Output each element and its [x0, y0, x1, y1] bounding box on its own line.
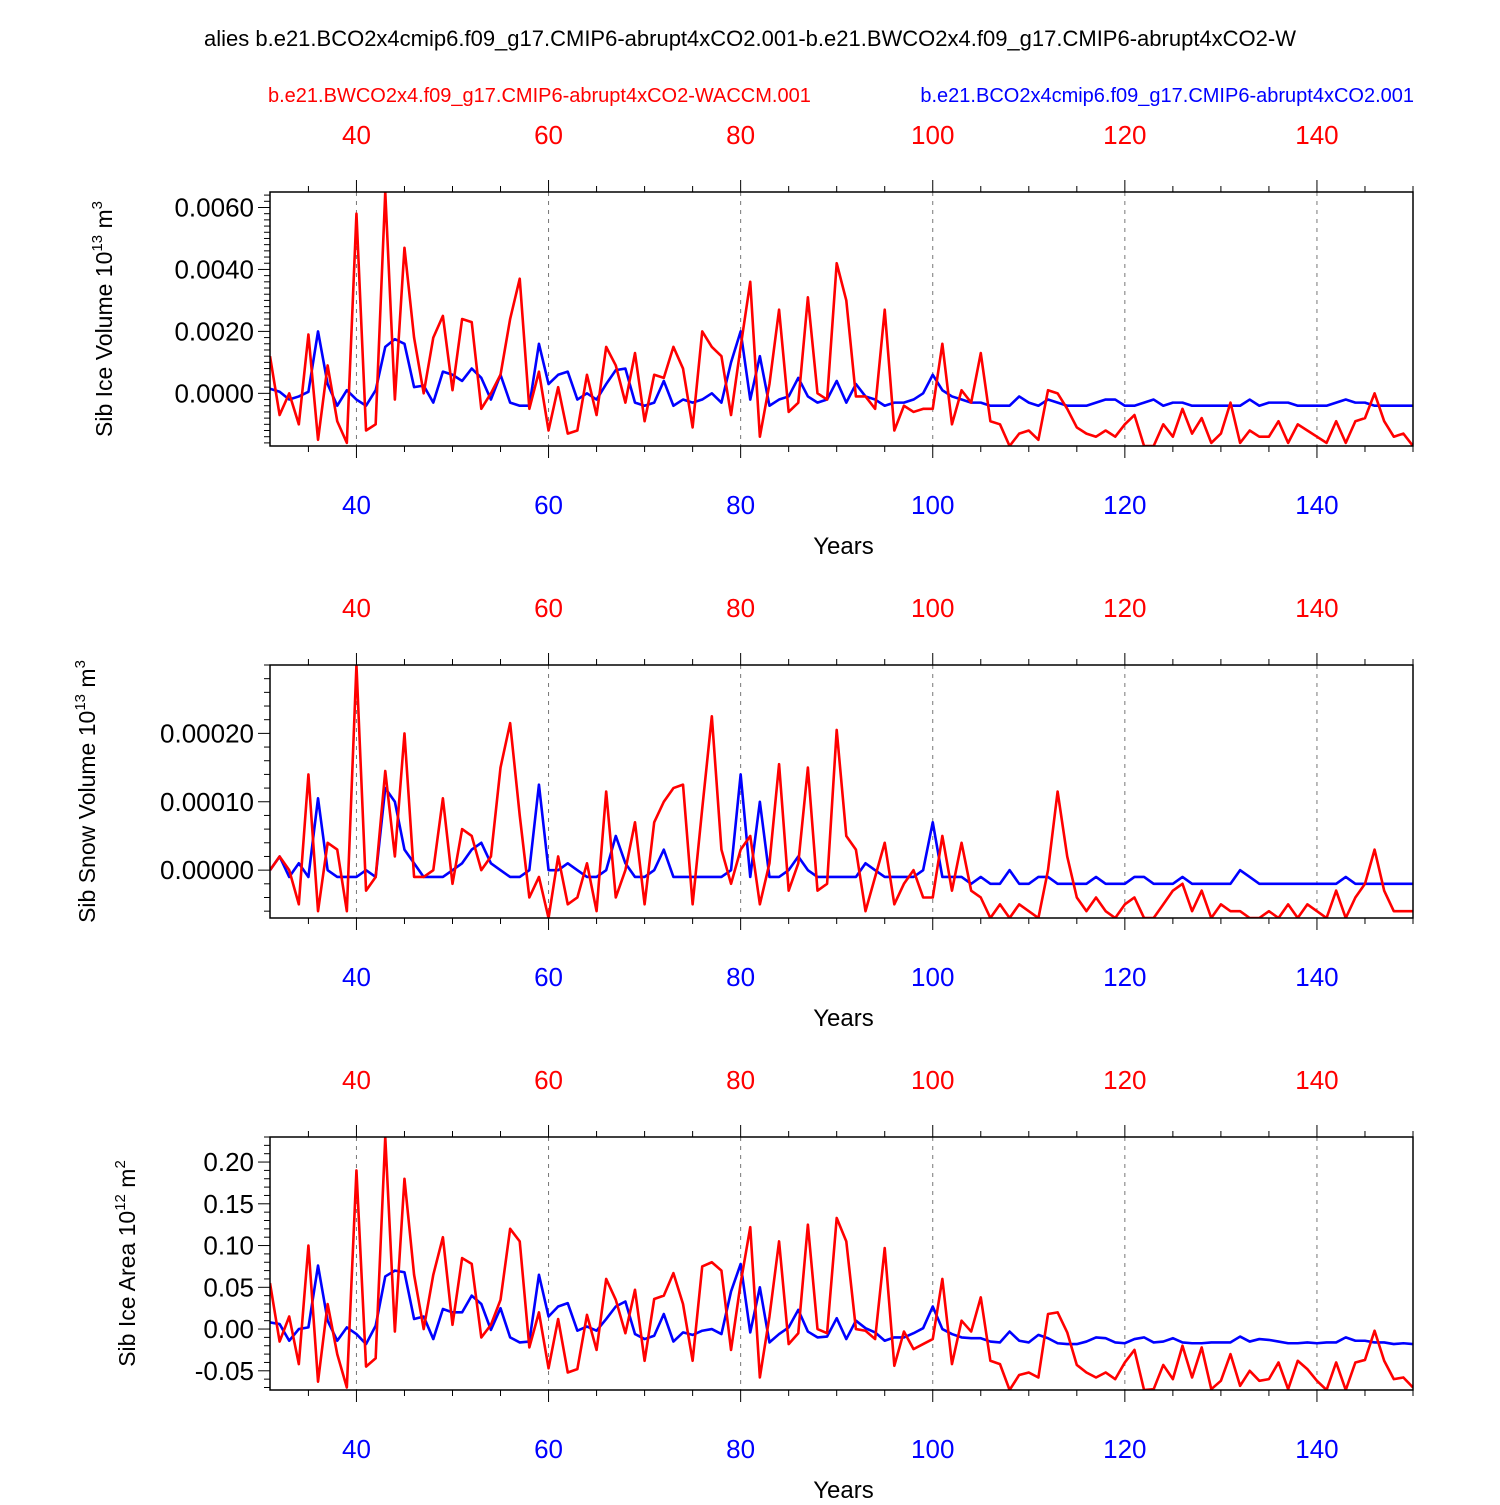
y-axis-label: Sib Snow Volume 1013 m3	[72, 660, 100, 923]
y-tick-label: 0.00000	[160, 855, 254, 885]
y-tick-label: 0.0060	[174, 192, 254, 222]
y-tick-label: 0.15	[203, 1189, 254, 1219]
x-tick-label-top: 100	[911, 593, 954, 623]
panel-ice-area: 40 40 60 60 80 80 100 100 120 120 140 140 Years -0.05…	[112, 1065, 1414, 1504]
y-tick-label: -0.05	[195, 1356, 254, 1386]
panels: 404060608080100100120120140140Years0.000…	[72, 120, 1414, 1504]
x-tick-label-top: 60	[534, 593, 563, 623]
x-tick-label-top: 120	[1103, 593, 1146, 623]
x-tick-label-top: 100	[911, 1065, 954, 1095]
y-tick-label: 0.10	[203, 1231, 254, 1261]
x-tick-label-bottom: 40	[342, 962, 371, 992]
x-tick-label-top: 80	[726, 1065, 755, 1095]
x-tick-label-bottom: 60	[534, 1434, 563, 1464]
y-tick-label: 0.0000	[174, 378, 254, 408]
panel-snow-volume: 40 40 60 60 80 80 100 100 120 120 140 140 Years 0.000…	[72, 593, 1414, 1032]
y-tick-label: 0.0040	[174, 254, 254, 284]
x-tick-label-bottom: 100	[911, 490, 954, 520]
x-axis-label: Years	[813, 1477, 874, 1500]
series-line-red	[270, 1137, 1413, 1390]
series-line-red	[270, 665, 1413, 918]
y-tick-label: 0.00	[203, 1314, 254, 1344]
y-tick-label: 0.00020	[160, 718, 254, 748]
x-tick-label-top: 80	[726, 120, 755, 150]
x-tick-label-top: 140	[1295, 1065, 1338, 1095]
y-tick-label: 0.20	[203, 1147, 254, 1177]
x-tick-label-bottom: 60	[534, 962, 563, 992]
x-tick-label-bottom: 140	[1295, 490, 1338, 520]
x-tick-label-bottom: 60	[534, 490, 563, 520]
x-tick-label-top: 40	[342, 1065, 371, 1095]
x-tick-label-top: 80	[726, 593, 755, 623]
panel-ice-volume: 40 40 60 60 80 80 100 100 120 120 140 140 Years 0.000…	[89, 120, 1414, 560]
y-axis-label: Sib Ice Volume 1013 m3	[89, 201, 117, 437]
y-tick-label: 0.00010	[160, 787, 254, 817]
x-tick-label-top: 40	[342, 593, 371, 623]
y-tick-label: 0.05	[203, 1272, 254, 1302]
x-tick-label-bottom: 120	[1103, 1434, 1146, 1464]
x-tick-label-top: 120	[1103, 1065, 1146, 1095]
x-tick-label-bottom: 140	[1295, 1434, 1338, 1464]
x-tick-label-bottom: 120	[1103, 962, 1146, 992]
x-tick-label-bottom: 40	[342, 1434, 371, 1464]
y-axis-label: Sib Ice Area 1012 m2	[112, 1160, 140, 1367]
x-tick-label-bottom: 80	[726, 1434, 755, 1464]
x-tick-label-bottom: 100	[911, 1434, 954, 1464]
chart-title: alies b.e21.BCO2x4cmip6.f09_g17.CMIP6-ab…	[204, 26, 1296, 51]
series-line-blue	[270, 1262, 1413, 1346]
series-line-blue	[270, 330, 1413, 408]
legend-blue-label: b.e21.BCO2x4cmip6.f09_g17.CMIP6-abrupt4x…	[920, 85, 1414, 107]
x-tick-label-bottom: 140	[1295, 962, 1338, 992]
x-tick-label-top: 140	[1295, 120, 1338, 150]
x-axis-label: Years	[813, 1005, 874, 1032]
x-tick-label-bottom: 80	[726, 962, 755, 992]
y-tick-label: 0.0020	[174, 316, 254, 346]
x-tick-label-top: 140	[1295, 593, 1338, 623]
plot-frame	[269, 1136, 1414, 1391]
series-line-red	[270, 192, 1413, 446]
series-line-blue	[270, 773, 1413, 886]
x-tick-label-top: 60	[534, 120, 563, 150]
plot-frame	[269, 664, 1414, 919]
x-axis-label: Years	[813, 533, 874, 560]
x-tick-label-bottom: 100	[911, 962, 954, 992]
x-tick-label-top: 60	[534, 1065, 563, 1095]
x-tick-label-bottom: 120	[1103, 490, 1146, 520]
x-tick-label-top: 40	[342, 120, 371, 150]
x-tick-label-top: 100	[911, 120, 954, 150]
legend-red-label: b.e21.BWCO2x4.f09_g17.CMIP6-abrupt4xCO2-…	[268, 85, 811, 107]
x-tick-label-bottom: 40	[342, 490, 371, 520]
x-tick-label-top: 120	[1103, 120, 1146, 150]
x-tick-label-bottom: 80	[726, 490, 755, 520]
